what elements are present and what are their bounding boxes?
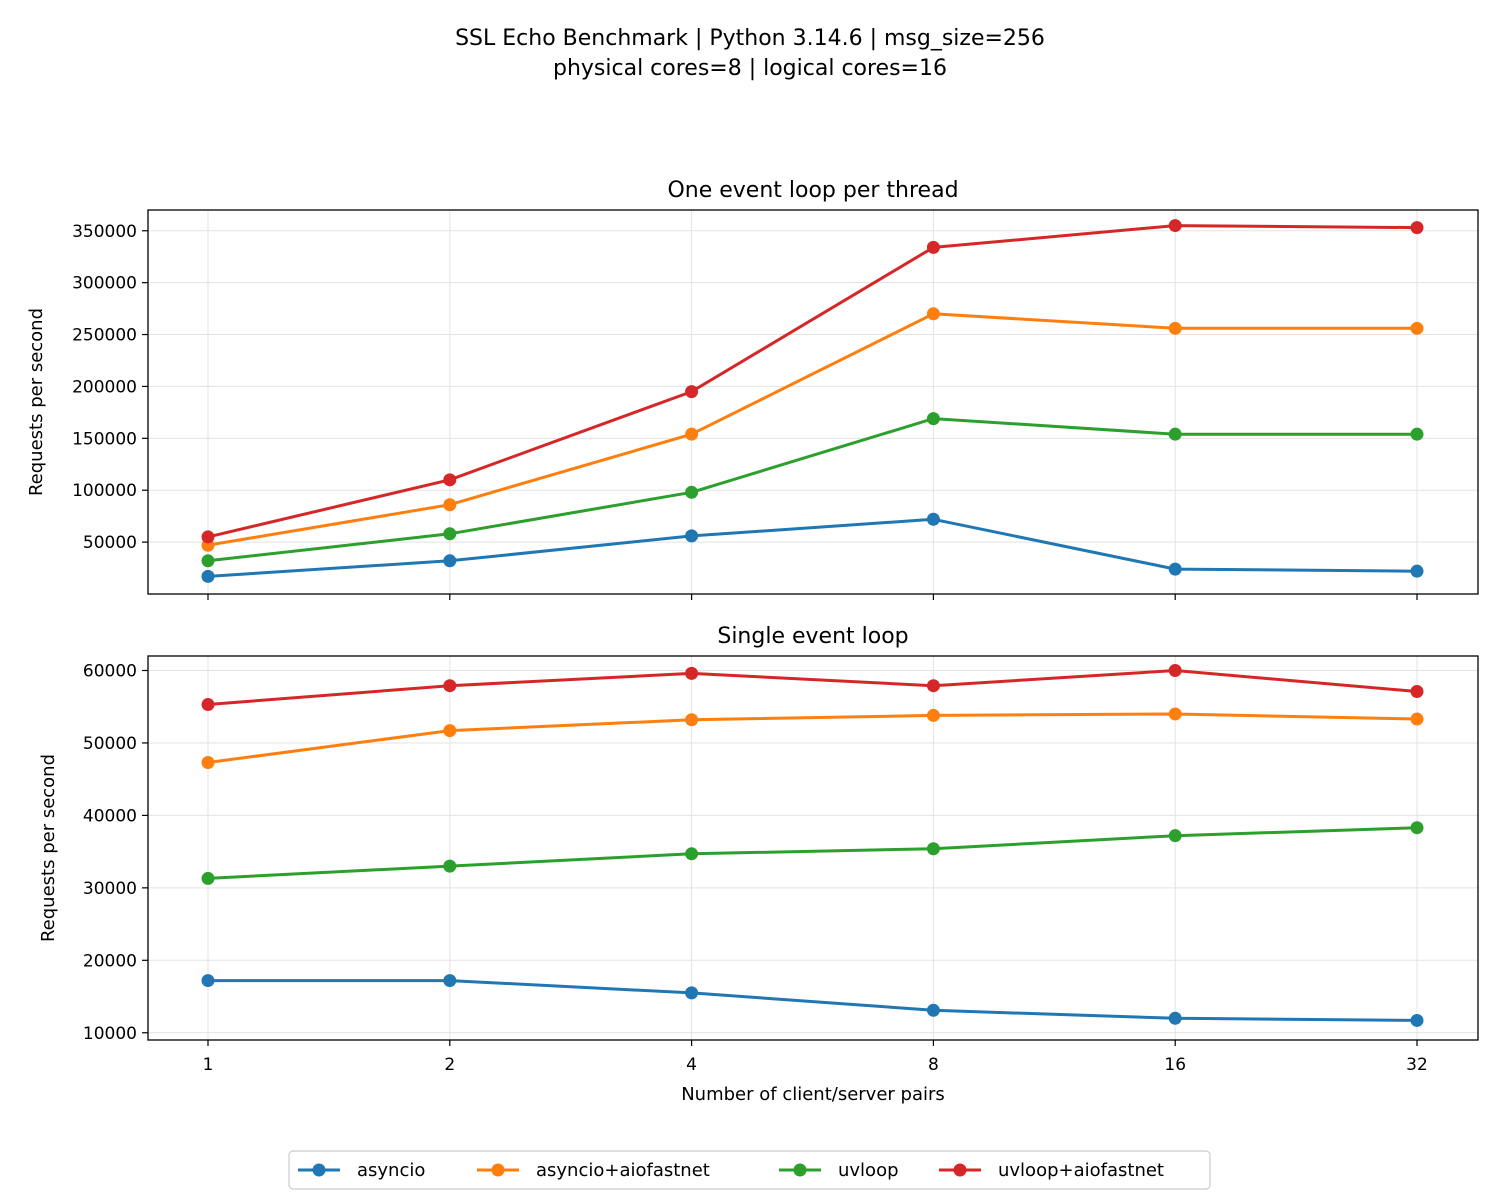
data-point xyxy=(926,679,940,693)
data-point xyxy=(1168,663,1182,677)
y-tick-label: 300000 xyxy=(72,274,137,294)
x-tick-label: 8 xyxy=(928,1055,939,1075)
data-point xyxy=(443,527,457,541)
data-point xyxy=(685,986,699,1000)
series-line-uvloop+aiofastnet xyxy=(207,224,1418,539)
data-point xyxy=(1168,427,1182,441)
data-point xyxy=(443,498,457,512)
y-tick-label: 60000 xyxy=(83,661,137,681)
x-axis-label: Number of client/server pairs xyxy=(681,1084,945,1105)
data-point xyxy=(926,512,940,526)
series-line-asyncio xyxy=(208,979,1418,1022)
y-tick-label: 250000 xyxy=(72,326,137,346)
data-point xyxy=(685,847,699,861)
y-tick-label: 150000 xyxy=(72,429,137,449)
data-point xyxy=(685,385,699,399)
axes-frame xyxy=(147,209,1479,595)
data-point xyxy=(201,698,215,712)
series-line-uvloop+aiofastnet xyxy=(207,669,1418,706)
chart-single-event-loop: Single event loop 10000 20000 30000 40000 500… xyxy=(38,624,1479,1105)
legend-label: uvloop xyxy=(838,1160,899,1181)
data-point xyxy=(1410,1013,1424,1027)
data-point xyxy=(926,307,940,321)
series-line-asyncio+aiofastnet xyxy=(207,312,1417,547)
data-point xyxy=(685,713,699,727)
panel-title: One event loop per thread xyxy=(667,178,958,203)
y-tick-label: 10000 xyxy=(83,1024,137,1044)
data-point xyxy=(443,679,457,693)
data-point xyxy=(1410,821,1424,835)
legend-marker xyxy=(312,1163,326,1177)
data-point xyxy=(201,569,215,583)
y-axis-label: Requests per second xyxy=(38,754,59,942)
data-point xyxy=(443,974,457,988)
series-line-uvloop xyxy=(207,826,1418,880)
legend-label: uvloop+aiofastnet xyxy=(998,1160,1164,1181)
series-line-uvloop xyxy=(207,417,1417,563)
data-point xyxy=(1168,829,1182,843)
data-point xyxy=(1410,321,1424,335)
legend-marker xyxy=(491,1163,505,1177)
y-tick-label: 50000 xyxy=(83,533,137,553)
series-line-asyncio xyxy=(207,517,1418,578)
data-point xyxy=(1410,221,1424,235)
data-point xyxy=(443,859,457,873)
legend-marker xyxy=(793,1163,807,1177)
data-point xyxy=(685,666,699,680)
data-point xyxy=(1168,562,1182,576)
x-tick-label: 16 xyxy=(1164,1055,1186,1075)
data-point xyxy=(201,756,215,770)
data-point xyxy=(1168,707,1182,721)
legend-box xyxy=(288,1150,1211,1190)
y-tick-label: 100000 xyxy=(72,481,137,501)
figure-title-line2: physical cores=8 | logical cores=16 xyxy=(553,56,947,81)
data-point xyxy=(685,485,699,499)
y-tick-label: 50000 xyxy=(83,734,137,754)
legend-label: asyncio xyxy=(357,1160,425,1181)
data-point xyxy=(1168,1011,1182,1025)
legend-label: asyncio+aiofastnet xyxy=(536,1160,710,1181)
chart-one-loop-per-thread: One event loop per thread 50000 100000 1500… xyxy=(26,178,1479,600)
x-tick-label: 2 xyxy=(444,1055,455,1075)
x-tick-label: 1 xyxy=(203,1055,214,1075)
data-point xyxy=(443,724,457,738)
legend-marker xyxy=(953,1163,967,1177)
data-point xyxy=(926,240,940,254)
data-point xyxy=(1410,712,1424,726)
data-point xyxy=(443,473,457,487)
data-point xyxy=(443,554,457,568)
y-tick-label: 20000 xyxy=(83,951,137,971)
data-point xyxy=(926,842,940,856)
y-axis-label: Requests per second xyxy=(26,308,47,496)
data-point xyxy=(1410,685,1424,699)
data-point xyxy=(201,530,215,544)
y-tick-label: 200000 xyxy=(72,377,137,397)
data-point xyxy=(201,554,215,568)
axes-frame xyxy=(147,655,1479,1041)
panel-title: Single event loop xyxy=(717,624,908,649)
y-tick-label: 350000 xyxy=(72,222,137,242)
data-point xyxy=(1410,427,1424,441)
chart-legend: asyncio asyncio+aiofastnet uvloop uvloop+ai… xyxy=(288,1150,1211,1190)
data-point xyxy=(926,708,940,722)
figure-title-line1: SSL Echo Benchmark | Python 3.14.6 | msg… xyxy=(455,26,1045,51)
y-tick-label: 40000 xyxy=(83,806,137,826)
data-point xyxy=(1168,219,1182,233)
data-point xyxy=(926,1003,940,1017)
x-tick-label: 4 xyxy=(686,1055,697,1075)
data-point xyxy=(201,871,215,885)
x-tick-label: 32 xyxy=(1406,1055,1428,1075)
data-point xyxy=(685,427,699,441)
y-tick-label: 30000 xyxy=(83,879,137,899)
data-point xyxy=(1168,321,1182,335)
data-point xyxy=(201,974,215,988)
data-point xyxy=(685,529,699,543)
data-point xyxy=(926,412,940,426)
data-point xyxy=(1410,564,1424,578)
series-line-asyncio+aiofastnet xyxy=(207,712,1418,764)
